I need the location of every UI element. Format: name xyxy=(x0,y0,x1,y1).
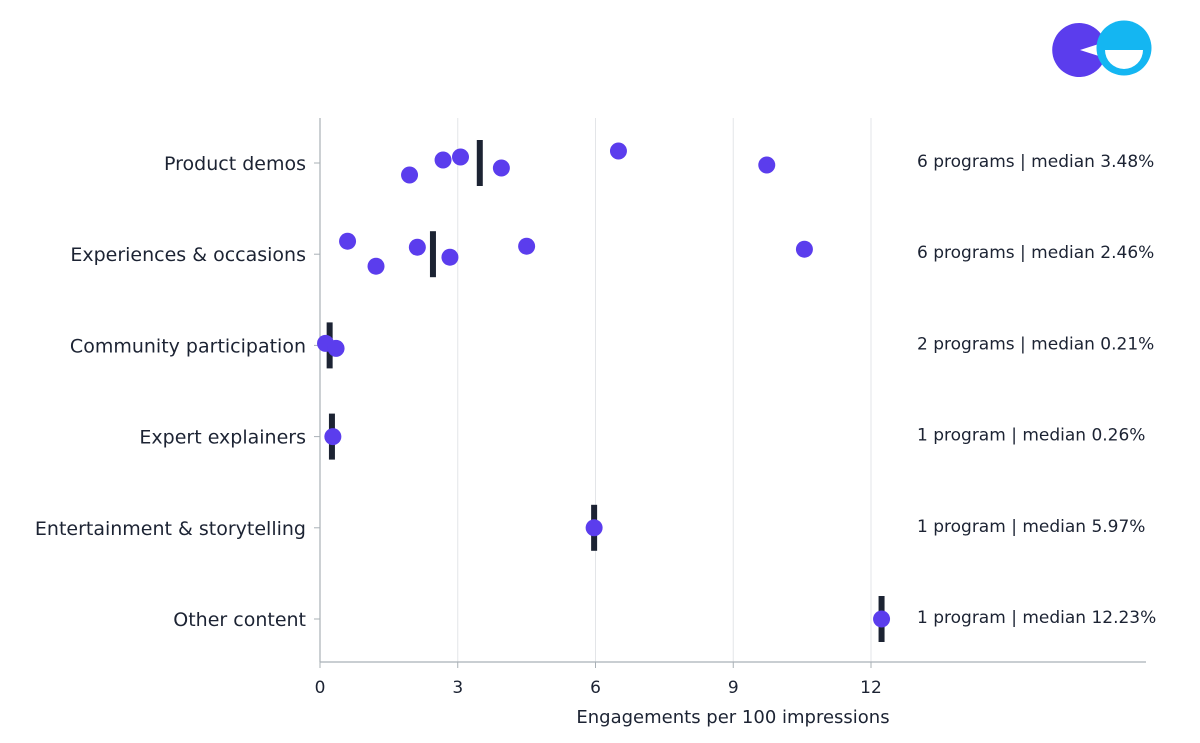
category-label: Other content xyxy=(173,609,306,631)
x-axis-title: Engagements per 100 impressions xyxy=(576,707,889,728)
category-label: Community participation xyxy=(70,335,306,357)
x-tick-label: 0 xyxy=(315,678,326,698)
category-labels: Product demos Experiences & occasions Comm… xyxy=(35,153,306,631)
data-point xyxy=(609,142,627,160)
data-point xyxy=(518,237,536,255)
row-annotations: 6 programs | median 3.48% 6 programs | me… xyxy=(917,152,1156,628)
row-annotation: 1 program | median 0.26% xyxy=(917,426,1145,446)
median-markers xyxy=(326,140,885,642)
x-tick-label: 3 xyxy=(452,678,463,698)
data-point xyxy=(339,232,357,250)
data-point xyxy=(434,151,452,169)
data-point xyxy=(327,339,345,357)
brand-logo xyxy=(1052,20,1152,77)
data-point xyxy=(367,257,385,275)
data-point xyxy=(585,519,603,537)
data-point xyxy=(401,166,419,184)
category-label: Entertainment & storytelling xyxy=(35,518,306,540)
x-tick-label: 12 xyxy=(860,678,882,698)
data-point xyxy=(441,248,459,266)
data-point xyxy=(408,238,426,256)
data-point xyxy=(452,148,470,166)
data-point xyxy=(492,159,510,177)
brand-logo-left-shape xyxy=(1052,22,1105,77)
row-annotation: 2 programs | median 0.21% xyxy=(917,334,1154,354)
median-marker xyxy=(476,140,483,186)
grid-lines xyxy=(457,118,872,662)
x-tick-label: 6 xyxy=(590,678,601,698)
median-marker xyxy=(429,231,436,278)
row-annotation: 1 program | median 12.23% xyxy=(917,608,1156,628)
category-label: Product demos xyxy=(164,153,306,175)
category-label: Expert explainers xyxy=(139,427,306,449)
data-point xyxy=(795,240,813,258)
axes: 0 3 6 9 12 xyxy=(314,118,1146,698)
brand-logo-right-face xyxy=(1105,50,1143,69)
category-label: Experiences & occasions xyxy=(70,244,306,266)
data-point xyxy=(758,156,776,174)
row-annotation: 6 programs | median 3.48% xyxy=(917,152,1154,172)
row-annotation: 1 program | median 5.97% xyxy=(917,517,1145,537)
row-annotation: 6 programs | median 2.46% xyxy=(917,243,1154,263)
data-point xyxy=(324,428,342,446)
x-tick-label: 9 xyxy=(728,678,739,698)
data-points xyxy=(317,142,891,628)
data-point xyxy=(873,610,891,628)
